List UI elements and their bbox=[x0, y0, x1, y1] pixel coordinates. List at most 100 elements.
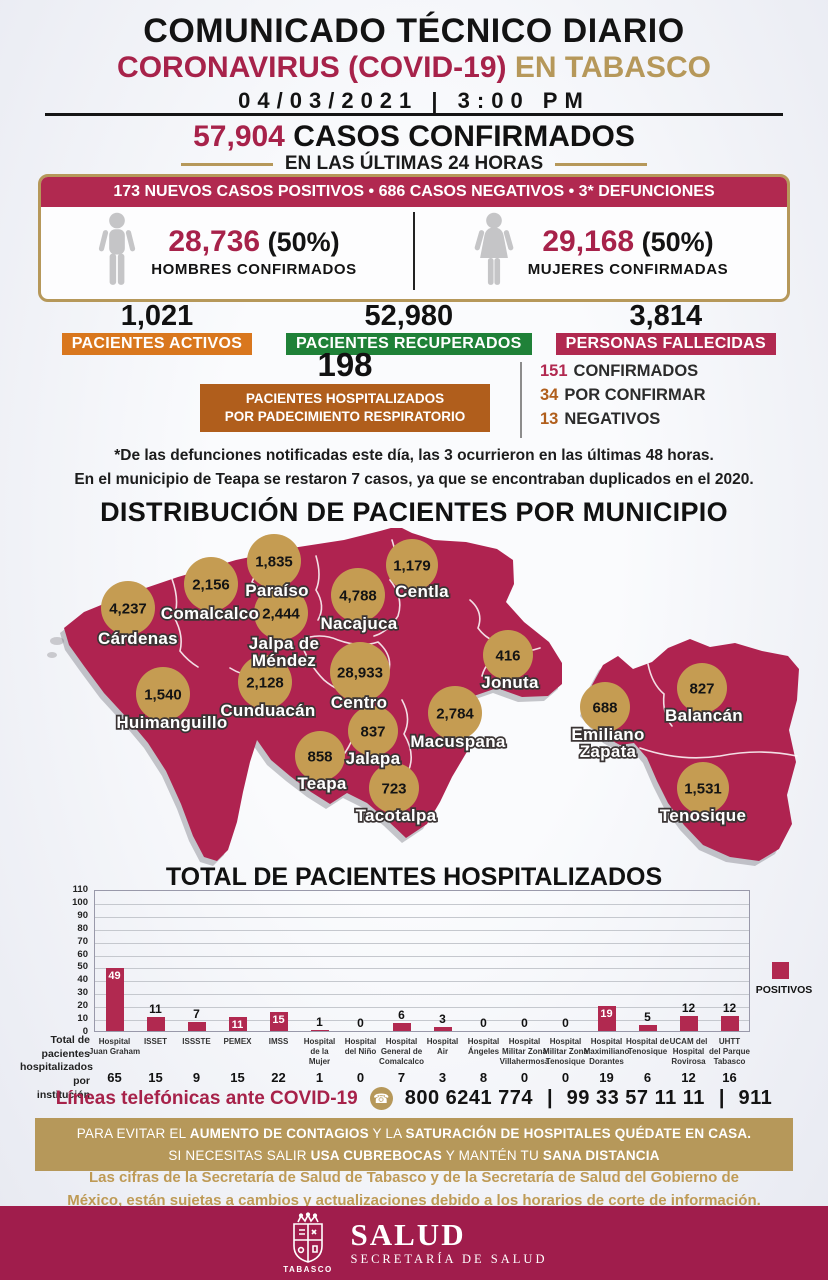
municipality-bubble bbox=[101, 581, 155, 635]
bar bbox=[228, 1016, 247, 1031]
institution-total: 8 bbox=[479, 1070, 488, 1085]
stay-home-advisory: PARA EVITAR EL AUMENTO DE CONTAGIOS Y LA… bbox=[35, 1118, 793, 1172]
hospitalized-breakdown: 151 CONFIRMADOS 34 POR CONFIRMAR 13 NEGATIV… bbox=[540, 360, 706, 432]
municipality-value: 2,784 bbox=[436, 705, 474, 722]
chart-gridline bbox=[95, 968, 749, 970]
advisory-emphasis: USA CUBREBOCAS bbox=[310, 1147, 442, 1163]
bar-value-label: 49 bbox=[108, 969, 121, 982]
advisory-emphasis: AUMENTO DE CONTAGIOS bbox=[189, 1126, 369, 1141]
municipality-bubble bbox=[677, 762, 729, 814]
y-axis-tick: 90 bbox=[77, 909, 88, 921]
y-axis-tick: 110 bbox=[72, 884, 88, 895]
bar-value-label: 0 bbox=[357, 1016, 364, 1030]
confirmed-label: CASOS CONFIRMADOS bbox=[284, 120, 635, 153]
bar bbox=[187, 1021, 206, 1031]
bar-value-label: 0 bbox=[562, 1016, 569, 1030]
institution-total: 1 bbox=[315, 1070, 324, 1085]
page-title: COMUNICADO TÉCNICO DIARIO bbox=[143, 12, 685, 50]
institution-total: 12 bbox=[681, 1070, 696, 1085]
bar-value-label: 15 bbox=[272, 1013, 285, 1026]
institution-total: 0 bbox=[520, 1070, 529, 1085]
advisory-line: PARA EVITAR EL AUMENTO DE CONTAGIOS Y LA… bbox=[43, 1123, 785, 1145]
hospitalized-label-1: PACIENTES HOSPITALIZADOS bbox=[245, 390, 445, 406]
municipality-bubble bbox=[677, 663, 727, 713]
municipality-bubble bbox=[580, 682, 630, 732]
municipality-bubble bbox=[136, 667, 190, 721]
hospitalized-count: 198 bbox=[317, 346, 373, 383]
x-axis-label: ISSET bbox=[143, 1037, 168, 1046]
brand-text: SALUD SECRETARÍA DE SALUD bbox=[351, 1219, 548, 1267]
hospitalized-label-2: POR PADECIMIENTO RESPIRATORIO bbox=[224, 409, 466, 424]
institution-total: 6 bbox=[643, 1070, 652, 1085]
bar bbox=[105, 967, 124, 1031]
chart-gridline bbox=[95, 942, 749, 944]
map-east-landmass bbox=[584, 639, 799, 861]
gender-breakdown: 28,736 (50%) HOMBRES CONFIRMADOS bbox=[41, 207, 787, 295]
municipality-name: Balancán bbox=[665, 706, 743, 725]
disclaimer-line: Las cifras de la Secretaría de Salud de … bbox=[89, 1169, 739, 1186]
x-axis-label: Hospital del Niño bbox=[344, 1037, 377, 1056]
bar-value-label: 0 bbox=[521, 1016, 528, 1030]
chart-gridline bbox=[95, 903, 749, 905]
date-time: 04/03/2021 | 3:00 PM bbox=[238, 88, 590, 113]
deceased-count: 3,814 bbox=[629, 300, 703, 332]
x-axis-label: Hospital de Tenosique bbox=[625, 1037, 670, 1056]
municipality-bubble bbox=[295, 731, 345, 781]
institution-total: 0 bbox=[356, 1070, 365, 1085]
institution-total: 9 bbox=[192, 1070, 201, 1085]
bar-value-label: 0 bbox=[480, 1016, 487, 1030]
y-axis-tick: 80 bbox=[77, 922, 88, 934]
x-axis-label: Hospital Militar Zona Tenosique bbox=[543, 1037, 588, 1066]
municipality-value: 2,128 bbox=[246, 674, 284, 691]
bar-value-label: 6 bbox=[398, 1008, 405, 1023]
recovered-count: 52,980 bbox=[364, 300, 454, 332]
women-stat: 29,168 (50%) MUJERES CONFIRMADAS bbox=[415, 211, 787, 291]
chart-gridline bbox=[95, 1007, 749, 1009]
municipality-value: 688 bbox=[592, 699, 617, 716]
x-axis-label: Hospital Ángeles bbox=[467, 1037, 500, 1056]
institution-total: 15 bbox=[230, 1070, 245, 1085]
brand-subtitle: SECRETARÍA DE SALUD bbox=[350, 1251, 548, 1266]
bar-value-label: 11 bbox=[231, 1018, 244, 1031]
data-disclaimer: Las cifras de la Secretaría de Salud de … bbox=[0, 1167, 828, 1212]
confirmed-hosp-label: CONFIRMADOS bbox=[573, 362, 699, 380]
municipality-name: Jalpa de Méndez bbox=[249, 634, 319, 670]
bar bbox=[638, 1024, 657, 1031]
x-axis-label: Hospital General de Comalcalco bbox=[379, 1037, 424, 1066]
footnote-line: En el municipio de Teapa se restaron 7 c… bbox=[74, 471, 754, 489]
legend-label: POSITIVOS bbox=[755, 984, 813, 996]
municipality-bubble bbox=[238, 655, 292, 709]
municipality-bubble bbox=[331, 568, 385, 622]
x-axis-label: IMSS bbox=[268, 1037, 289, 1046]
advisory-emphasis: SANA DISTANCIA bbox=[542, 1147, 660, 1163]
last-24h-heading: EN LAS ÚLTIMAS 24 HORAS bbox=[0, 153, 828, 175]
municipality-value: 416 bbox=[495, 647, 520, 664]
x-axis-label: UCAM del Hospital Rovirosa bbox=[669, 1037, 708, 1066]
municipality-bubble bbox=[428, 686, 482, 740]
municipality-value: 1,179 bbox=[393, 557, 431, 574]
municipality-name: Jalapa bbox=[346, 749, 401, 768]
female-icon bbox=[474, 212, 514, 285]
municipality-value: 1,835 bbox=[255, 553, 293, 570]
breakdown-negative: 13 NEGATIVOS bbox=[540, 408, 706, 432]
map-islets bbox=[47, 637, 64, 658]
municipality-bubble bbox=[369, 763, 419, 813]
municipality-name: Nacajuca bbox=[320, 614, 397, 633]
x-axis-label: Hospital Militar Zona Villahermosa bbox=[499, 1037, 550, 1066]
chart-gridline bbox=[95, 1020, 749, 1022]
breakdown-confirmed: 151 CONFIRMADOS bbox=[540, 360, 706, 384]
chart-gridline bbox=[95, 994, 749, 996]
municipality-value: 28,933 bbox=[337, 664, 383, 681]
phone-separator: | bbox=[547, 1087, 553, 1109]
municipality-value: 4,237 bbox=[109, 600, 147, 617]
subtitle-covid: CORONAVIRUS (COVID-19) bbox=[117, 51, 507, 84]
institution-total: 22 bbox=[271, 1070, 286, 1085]
chart-gridline bbox=[95, 929, 749, 931]
y-axis-tick: 50 bbox=[77, 961, 88, 973]
women-count: 29,168 bbox=[542, 224, 635, 258]
municipality-name: Centla bbox=[395, 582, 449, 601]
x-axis-label: UHTT del Parque Tabasco bbox=[709, 1037, 750, 1066]
advisory-text: Y LA bbox=[368, 1126, 406, 1141]
municipality-value: 4,788 bbox=[339, 587, 377, 604]
bar bbox=[433, 1027, 452, 1031]
